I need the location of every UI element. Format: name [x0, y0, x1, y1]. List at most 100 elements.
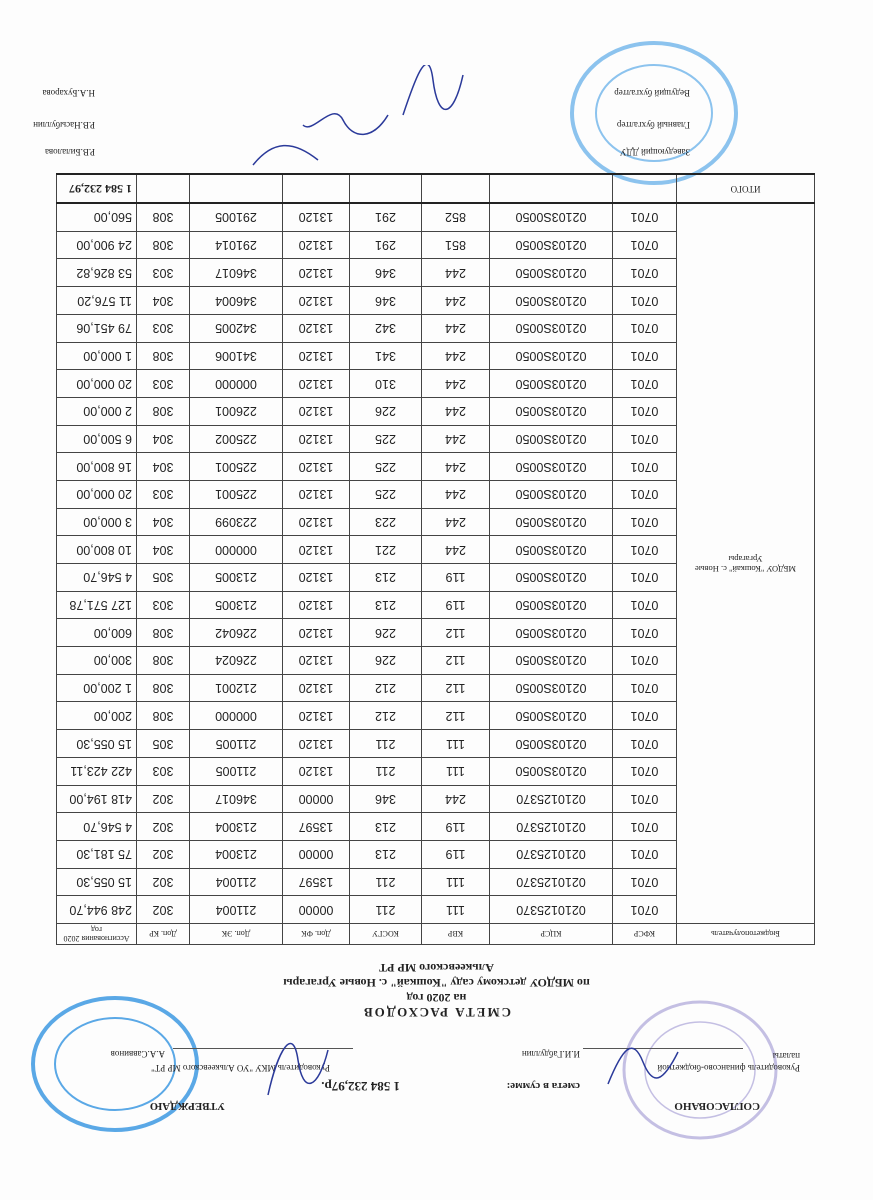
- table-cell: 211004: [189, 868, 283, 896]
- table-cell: 20 000,00: [56, 480, 137, 509]
- table-cell: 3 000,00: [56, 508, 137, 536]
- table-cell: 418 194,00: [56, 785, 137, 813]
- table-cell: 244: [421, 286, 490, 315]
- table-cell: 13120: [282, 314, 350, 343]
- table-cell: 0701: [612, 591, 677, 619]
- table-cell: 13120: [282, 369, 350, 398]
- signature-position: Главный бухгалтер: [616, 120, 690, 130]
- table-cell: 308: [136, 397, 190, 426]
- table-cell: 20 000,00: [56, 369, 137, 398]
- table-cell: 0210125370: [489, 840, 613, 869]
- table-cell: 341: [349, 342, 422, 370]
- table-cell: 0701: [612, 646, 677, 675]
- table-cell: 02103S0050: [489, 729, 613, 758]
- table-cell: 0701: [612, 314, 677, 343]
- table-cell: 13120: [282, 535, 350, 564]
- table-cell: 225002: [189, 425, 283, 453]
- table-cell: 291005: [189, 203, 283, 232]
- table-cell: 221: [349, 535, 422, 564]
- table-cell: 223: [349, 508, 422, 536]
- table-cell: 308: [136, 231, 190, 259]
- table-cell: 00000: [282, 785, 350, 813]
- table-cell: 0701: [612, 757, 677, 786]
- table-cell: 291014: [189, 231, 283, 259]
- table-cell: 13120: [282, 674, 350, 702]
- signature-name: Н.А.Бухарова: [42, 88, 95, 98]
- table-cell: 13120: [282, 397, 350, 426]
- table-cell: 15 055,30: [56, 729, 137, 758]
- table-cell: 226001: [189, 397, 283, 426]
- table-cell: 346004: [189, 286, 283, 315]
- table-cell: 0701: [612, 231, 677, 259]
- table-cell: 1 200,00: [56, 674, 137, 702]
- table-cell: 0701: [612, 563, 677, 592]
- table-cell: 852: [421, 203, 490, 232]
- table-cell: 02103S0050: [489, 452, 613, 481]
- table-cell: 13120: [282, 203, 350, 232]
- column-header: КВР: [421, 923, 490, 945]
- table-cell: 13120: [282, 508, 350, 536]
- table-cell: 851: [421, 231, 490, 259]
- table-cell: 02103S0050: [489, 397, 613, 426]
- table-cell: 226: [349, 646, 422, 675]
- table-cell: 304: [136, 508, 190, 536]
- table-cell: 16 800,00: [56, 452, 137, 481]
- table-cell: 02103S0050: [489, 757, 613, 786]
- table-cell: 304: [136, 425, 190, 453]
- table-cell: 0701: [612, 785, 677, 813]
- table-cell: 244: [421, 480, 490, 509]
- table-cell: 0210125370: [489, 868, 613, 896]
- table-cell: [282, 174, 350, 204]
- table-cell: 02103S0050: [489, 508, 613, 536]
- expense-estimate-table: Бюджетополучатель КФСР КЦСР КВР КОСГУ Доп. ФК…: [56, 173, 815, 945]
- table-cell: 112: [421, 646, 490, 675]
- table-cell: 303: [136, 757, 190, 786]
- table-cell: 225001: [189, 452, 283, 481]
- table-cell: 308: [136, 342, 190, 370]
- table-cell: 303: [136, 314, 190, 343]
- table-cell: 02103S0050: [489, 259, 613, 287]
- table-cell: 79 451,06: [56, 314, 137, 343]
- table-cell: 02103S0050: [489, 646, 613, 675]
- table-cell: 02103S0050: [489, 203, 613, 232]
- table-cell: 211: [349, 895, 422, 924]
- left-position-2: палаты: [772, 1051, 800, 1061]
- document-title: СМЕТА РАСХОДОВ на 2020 год по МБДОУ детс…: [0, 960, 873, 1020]
- table-cell: [421, 174, 490, 204]
- table-cell: 213005: [189, 563, 283, 592]
- table-cell: 308: [136, 674, 190, 702]
- table-cell: 02103S0050: [489, 369, 613, 398]
- table-cell: 341006: [189, 342, 283, 370]
- table-cell: 02103S0050: [489, 535, 613, 564]
- column-header: КФСР: [612, 923, 677, 945]
- table-cell: 302: [136, 840, 190, 869]
- table-cell: 6 500,00: [56, 425, 137, 453]
- table-cell: 13120: [282, 231, 350, 259]
- table-cell: 346017: [189, 785, 283, 813]
- table-cell: 112: [421, 702, 490, 730]
- table-cell: 346: [349, 286, 422, 315]
- table-cell: 200,00: [56, 702, 137, 730]
- table-cell: 244: [421, 535, 490, 564]
- approved-label: УТВЕРЖДАЮ: [149, 1100, 225, 1112]
- table-cell: 213004: [189, 840, 283, 869]
- table-cell: 119: [421, 840, 490, 869]
- table-cell: 304: [136, 452, 190, 481]
- table-cell: 291: [349, 231, 422, 259]
- table-cell: 00000: [282, 840, 350, 869]
- table-cell: 111: [421, 757, 490, 786]
- table-cell: 112: [421, 618, 490, 647]
- table-cell: 226042: [189, 618, 283, 647]
- signature-right: [267, 1042, 329, 1096]
- table-cell: 302: [136, 895, 190, 924]
- table-cell: 13120: [282, 259, 350, 287]
- table-cell: [489, 174, 613, 204]
- table-cell: 000000: [189, 535, 283, 564]
- table-cell: 211: [349, 868, 422, 896]
- table-cell: [349, 174, 422, 204]
- budget-recipient-cell: МБДОУ "Кошкай" с. Новые Ургагары: [676, 203, 815, 924]
- handwritten-signature: [252, 144, 319, 166]
- table-cell: 0701: [612, 729, 677, 758]
- table-cell: 02103S0050: [489, 563, 613, 592]
- table-cell: 600,00: [56, 618, 137, 647]
